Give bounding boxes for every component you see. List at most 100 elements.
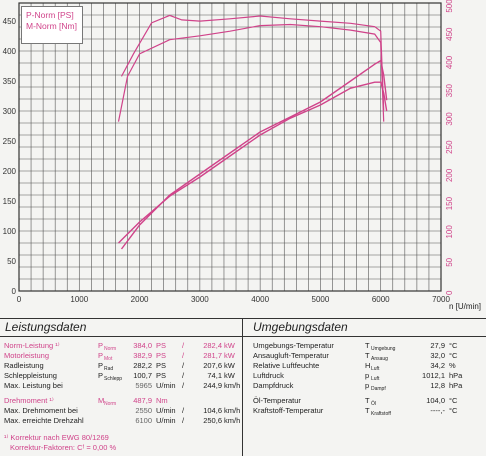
umgebung-sub: Luft <box>371 366 380 372</box>
umgebung-row: Öl-Temperatur T Öl 104,0 °C <box>253 396 481 407</box>
x-tick-label: 2000 <box>131 295 149 304</box>
leistung-u2: kW <box>224 351 235 360</box>
leistung-row: Schleppleistung P Schlepp 100,7 PS / 74,1 kW <box>4 371 240 382</box>
leistung-sep: / <box>182 361 185 370</box>
y-right-tick-label: 150 <box>445 196 454 210</box>
umgebung-val: 104,0 <box>426 396 445 405</box>
leistung-v1: 5965 <box>135 381 152 390</box>
umgebung-sub: Dampf <box>371 386 386 392</box>
y-right-tick-label: 200 <box>445 168 454 182</box>
y-right-tick-label: 300 <box>445 112 454 126</box>
y-left-tick-label: 350 <box>3 77 17 86</box>
y-right-tick-label: 0 <box>445 290 454 295</box>
leistung-u2: kW <box>224 371 235 380</box>
y-left-tick-label: 50 <box>7 257 16 266</box>
chart-curves <box>117 14 388 250</box>
leistung-row: Drehmoment ¹⁾ M Norm 487,9 Nm <box>4 396 240 407</box>
x-tick-label: 7000 <box>432 295 450 304</box>
leistung-u2: km/h <box>224 406 241 415</box>
umgebung-sub: Kraftstoff <box>371 411 391 417</box>
umgebung-unit: % <box>449 361 456 370</box>
leistung-sym: P <box>98 341 104 350</box>
umgebung-val: ----,- <box>430 406 445 415</box>
umgebung-label: Ansaugluft-Temperatur <box>253 351 329 360</box>
umgebung-row: Luftdruck p Luft 1012,1 hPa <box>253 371 481 382</box>
correction-note: ¹⁾ Korrektur nach EWG 80/1269 <box>4 433 109 442</box>
leistung-u2: km/h <box>224 416 241 425</box>
leistung-u1: PS <box>156 361 167 370</box>
leistung-label: Drehmoment ¹⁾ <box>4 396 54 405</box>
legend-entry-pnorm: P-Norm [PS] <box>26 10 74 20</box>
y-left-tick-label: 300 <box>3 107 17 116</box>
leistung-v2: 250,6 <box>203 416 222 425</box>
leistung-label: Motorleistung <box>4 351 50 360</box>
umgebung-unit: hPa <box>449 371 463 380</box>
leistung-v2: 282,4 <box>203 341 222 350</box>
leistungsdaten-panel: Leistungsdaten Norm-Leistung ¹⁾ P Norm 384,… <box>0 319 243 456</box>
leistung-sym: P <box>98 361 104 370</box>
leistung-u1: Nm <box>156 396 168 405</box>
leistung-sub: Norm <box>104 346 117 352</box>
y-left-tick-label: 100 <box>3 227 17 236</box>
leistung-row: Max. Drehmoment bei 2550 U/min / 104,6 km/h <box>4 406 240 416</box>
x-tick-label: 4000 <box>251 295 269 304</box>
leistung-u1: U/min <box>156 381 176 390</box>
umgebung-sym: T <box>365 406 370 415</box>
umgebung-sub: Öl <box>371 401 376 407</box>
umgebung-row: Dampfdruck p Dampf 12,8 hPa <box>253 381 481 392</box>
umgebung-label: Dampfdruck <box>253 381 294 390</box>
umgebung-val: 1012,1 <box>422 371 445 380</box>
leistung-label: Radleistung <box>4 361 44 370</box>
leistung-u1: U/min <box>156 406 176 415</box>
leistung-label: Max. Leistung bei <box>4 381 63 390</box>
y-right-tick-label: 250 <box>445 140 454 154</box>
umgebung-val: 32,0 <box>430 351 445 360</box>
umgebung-sub: Umgebung <box>371 346 396 352</box>
leistung-row: Motorleistung P Mot 382,9 PS / 281,7 kW <box>4 351 240 362</box>
umgebung-unit: °C <box>449 406 458 415</box>
x-tick-label: 6000 <box>372 295 390 304</box>
umgebung-sub: Ansaug <box>371 356 388 362</box>
leistung-u1: U/min <box>156 416 176 425</box>
leistung-sym: M <box>98 396 105 405</box>
umgebung-label: Umgebungs-Temperatur <box>253 341 334 350</box>
y-left-tick-label: 400 <box>3 47 17 56</box>
umgebung-unit: °C <box>449 351 458 360</box>
leistung-sep: / <box>182 416 185 425</box>
y-right-tick-label: 100 <box>445 225 454 239</box>
y-right-tick-label: 450 <box>445 27 454 41</box>
results-table: Leistungsdaten Norm-Leistung ¹⁾ P Norm 384,… <box>0 318 486 456</box>
correction-factor: Korrektur-Faktoren: Cᶠ = 0,00 % <box>10 443 117 452</box>
leistung-row: Radleistung P Rad 282,2 PS / 207,6 kW <box>4 361 240 372</box>
dyno-chart: 0 1000 2000 3000 4000 5000 6000 700005010015020… <box>3 0 454 304</box>
umgebung-sym: H <box>365 361 371 370</box>
plot-frame <box>18 2 442 292</box>
umgebungsdaten-title: Umgebungsdaten <box>243 319 486 337</box>
legend-entry-mnorm: M-Norm [Nm] <box>26 21 77 31</box>
leistung-v2: 207,6 <box>203 361 222 370</box>
leistung-v1: 382,9 <box>133 351 152 360</box>
leistung-u2: km/h <box>224 381 241 390</box>
torque-curve <box>117 23 385 122</box>
y-right-tick-label: 50 <box>445 257 454 266</box>
leistungsdaten-title: Leistungsdaten <box>0 319 242 337</box>
leistung-sub: Schlepp <box>104 376 123 382</box>
y-right-tick-label: 500 <box>445 0 454 13</box>
leistung-label: Schleppleistung <box>4 371 57 380</box>
leistung-row: Max. Leistung bei 5965 U/min / 244,9 km/h <box>4 381 240 391</box>
leistung-sub: Mot <box>104 356 113 362</box>
umgebung-sym: T <box>365 351 370 360</box>
leistung-u2: kW <box>224 341 235 350</box>
leistung-v1: 282,2 <box>133 361 152 370</box>
leistung-v1: 384,0 <box>133 341 152 350</box>
leistung-label: Norm-Leistung ¹⁾ <box>4 341 60 350</box>
leistung-sep: / <box>182 381 185 390</box>
umgebung-unit: °C <box>449 341 458 350</box>
umgebung-sym: T <box>365 341 370 350</box>
torque-curve <box>120 14 385 111</box>
umgebung-label: Öl-Temperatur <box>253 396 301 405</box>
umgebung-label: Relative Luftfeuchte <box>253 361 320 370</box>
leistung-u1: PS <box>156 341 167 350</box>
leistung-v2: 281,7 <box>203 351 222 360</box>
umgebung-row: Umgebungs-Temperatur T Umgebung 27,9 °C <box>253 341 481 352</box>
